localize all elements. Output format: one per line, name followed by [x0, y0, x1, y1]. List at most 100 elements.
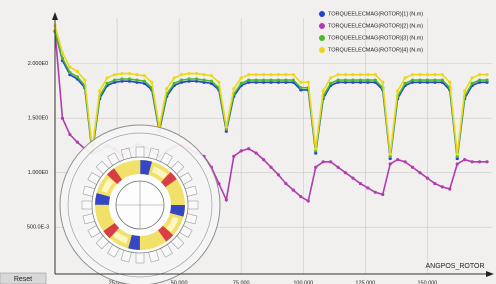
data-point	[217, 81, 220, 84]
data-point	[76, 70, 79, 73]
data-point	[336, 73, 339, 76]
data-point	[98, 89, 101, 92]
data-point	[269, 166, 272, 169]
data-point	[210, 80, 213, 83]
data-point	[322, 160, 325, 163]
data-point	[187, 72, 190, 75]
data-point	[411, 73, 414, 76]
data-point	[240, 82, 243, 85]
data-point	[485, 78, 488, 81]
data-point	[448, 81, 451, 84]
data-point	[374, 73, 377, 76]
legend-marker	[319, 35, 325, 41]
data-point	[433, 182, 436, 185]
data-point	[277, 73, 280, 76]
data-point	[366, 78, 369, 81]
reset-button-label[interactable]: Reset	[14, 276, 32, 283]
data-point	[359, 78, 362, 81]
data-point	[292, 78, 295, 81]
data-point	[128, 72, 131, 75]
data-point	[284, 78, 287, 81]
x-tick-label: 150.000	[417, 280, 437, 284]
data-point	[359, 182, 362, 185]
data-point	[83, 78, 86, 81]
data-point	[478, 73, 481, 76]
data-point	[411, 78, 414, 81]
data-point	[247, 73, 250, 76]
data-point	[441, 78, 444, 81]
data-point	[262, 78, 265, 81]
y-tick-label: 500.0E-3	[27, 225, 49, 231]
data-point	[433, 73, 436, 76]
data-point	[240, 76, 243, 79]
data-point	[426, 78, 429, 81]
data-point	[322, 89, 325, 92]
data-point	[210, 74, 213, 77]
data-point	[433, 78, 436, 81]
data-point	[329, 76, 332, 79]
x-tick-label: 75.000	[233, 280, 250, 284]
data-point	[180, 78, 183, 81]
data-point	[485, 73, 488, 76]
data-point	[76, 75, 79, 78]
data-point	[307, 199, 310, 202]
data-point	[292, 73, 295, 76]
legend-label: TORQUEELECMAG(ROTOR)[1] (N.m)	[328, 11, 423, 17]
data-point	[381, 193, 384, 196]
data-point	[262, 158, 265, 161]
data-point	[195, 72, 198, 75]
data-point	[277, 173, 280, 176]
data-point	[284, 182, 287, 185]
data-point	[411, 166, 414, 169]
data-point	[120, 77, 123, 80]
data-point	[180, 73, 183, 76]
data-point	[247, 147, 250, 150]
data-point	[68, 71, 71, 74]
data-point	[202, 78, 205, 81]
data-point	[195, 77, 198, 80]
x-tick-label: 50.000	[171, 280, 188, 284]
data-point	[351, 78, 354, 81]
data-point	[381, 81, 384, 84]
data-point	[106, 82, 109, 85]
data-point	[359, 73, 362, 76]
data-point	[329, 82, 332, 85]
data-point	[120, 72, 123, 75]
data-point	[225, 198, 228, 201]
data-point	[269, 78, 272, 81]
data-point	[314, 147, 317, 150]
data-point	[344, 171, 347, 174]
data-point	[448, 187, 451, 190]
data-point	[456, 162, 459, 165]
data-point	[471, 160, 474, 163]
data-point	[314, 166, 317, 169]
data-point	[61, 117, 64, 120]
data-point	[113, 78, 116, 81]
data-point	[225, 125, 228, 128]
data-point	[106, 76, 109, 79]
data-point	[374, 78, 377, 81]
data-point	[150, 81, 153, 84]
data-point	[478, 160, 481, 163]
data-point	[403, 82, 406, 85]
legend-marker	[319, 47, 325, 53]
data-point	[165, 87, 168, 90]
data-point	[255, 151, 258, 154]
data-point	[418, 78, 421, 81]
data-point	[344, 73, 347, 76]
data-point	[292, 189, 295, 192]
data-point	[277, 78, 280, 81]
data-point	[113, 73, 116, 76]
y-tick-label: 1.500E0	[28, 116, 49, 122]
x-tick-label: 125.000	[355, 280, 375, 284]
data-point	[441, 73, 444, 76]
data-point	[68, 65, 71, 68]
x-tick-label: 100.000	[293, 280, 313, 284]
data-point	[396, 89, 399, 92]
data-point	[336, 78, 339, 81]
data-point	[389, 153, 392, 156]
data-point	[202, 73, 205, 76]
data-point	[456, 153, 459, 156]
data-point	[418, 73, 421, 76]
data-point	[396, 158, 399, 161]
